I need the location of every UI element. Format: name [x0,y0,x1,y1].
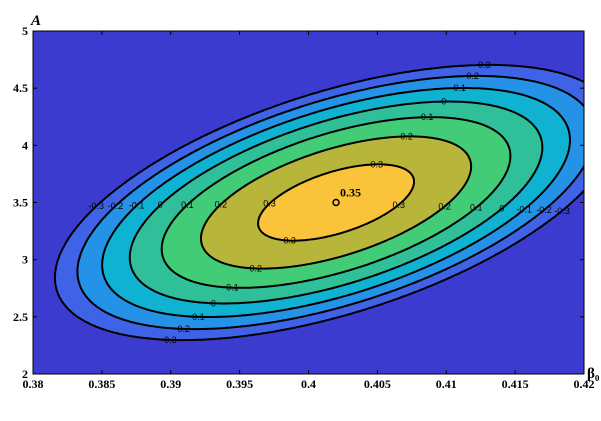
contour-chart: -0.3-0.3-0.3-0.3-0.2-0.2-0.2-0.2-0.1-0.1… [0,0,601,421]
